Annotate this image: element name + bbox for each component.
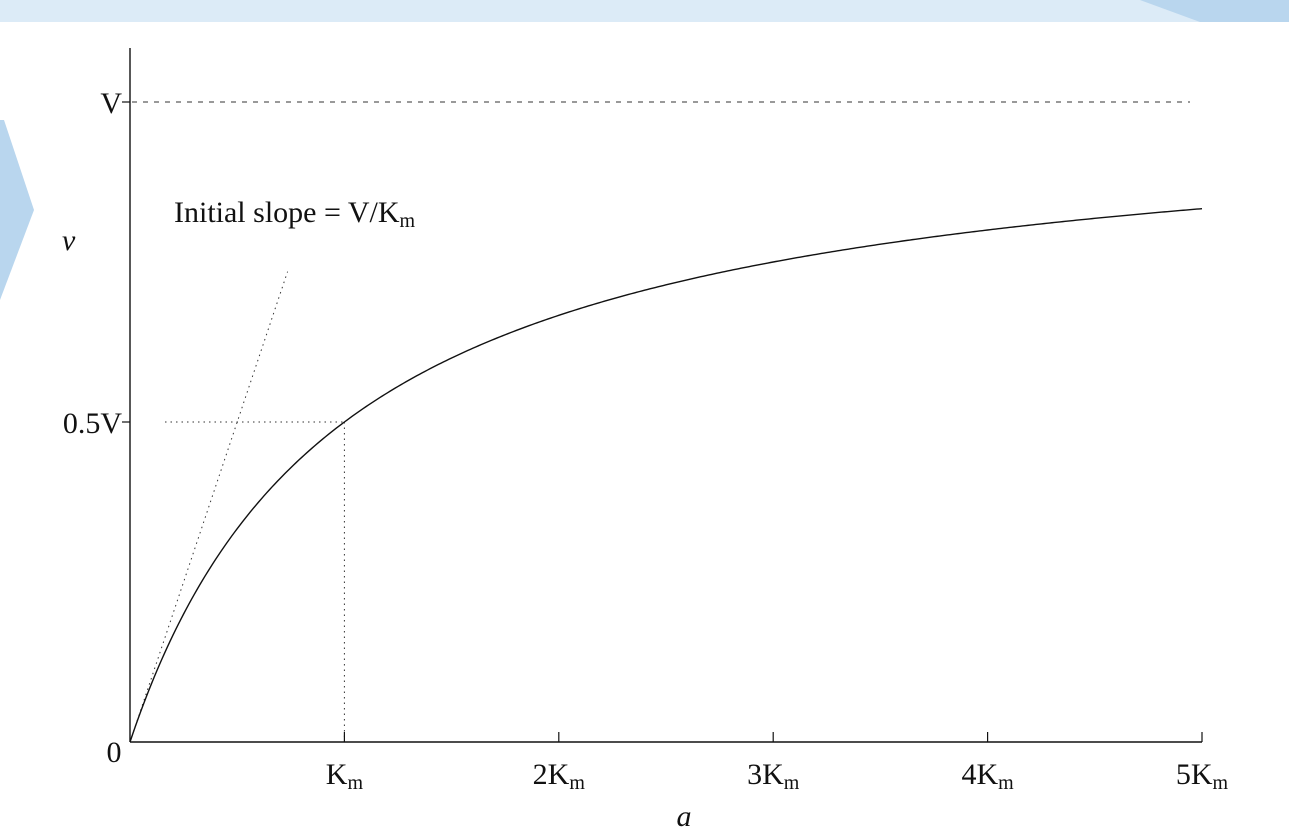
y-axis-label: v [62,224,76,257]
annotation-v: V [348,196,370,229]
x-tick-label: 3Km [747,758,800,794]
x-tick-sub: m [784,772,800,794]
x-tick-sub: m [998,772,1014,794]
x-tick-label: 2Km [533,758,586,794]
x-tick-symbol: K [1191,758,1213,791]
y-tick-symbol: V [100,407,122,440]
annotation-k: K [378,196,400,229]
x-tick-coef: 2 [533,758,548,791]
x-tick-symbol: K [762,758,784,791]
x-tick-symbol: K [976,758,998,791]
left-decor [0,120,34,300]
x-tick-sub: m [569,772,585,794]
y-tick-symbol: V [100,87,122,120]
x-tick-label: 4Km [961,758,1014,794]
top-right-decor [1140,0,1289,22]
y-tick-coef: 0.5 [63,407,101,440]
x-ticks: 0Km 2Km 3Km 4Km 5Km [107,732,1229,794]
x-tick-sub: m [1213,772,1229,794]
x-tick-label: 5Km [1176,758,1229,794]
x-axis-label: a [677,800,692,832]
y-ticks: V0.5V [63,87,130,440]
x-tick-label: 0 [107,736,122,769]
y-tick-label: 0.5V [63,407,123,440]
y-tick-label: V [100,87,122,120]
saturation-curve [129,207,1203,743]
x-tick-sub: m [347,772,363,794]
initial-slope-annotation: Initial slope = V/Km [174,196,416,232]
x-tick-coef: 3 [747,758,762,791]
x-tick-coef: 4 [961,758,976,791]
annotation-prefix: Initial slope = [174,196,348,229]
annotation-sub: m [400,210,416,232]
x-tick-label: Km [326,758,364,794]
initial-slope-line [129,271,289,743]
x-tick-symbol: K [326,758,348,791]
x-tick-coef: 5 [1176,758,1191,791]
annotation-slash: / [370,196,379,229]
x-tick-symbol: K [548,758,570,791]
x-tick-coef: 0 [107,736,122,769]
top-decor-bar [0,0,1289,22]
